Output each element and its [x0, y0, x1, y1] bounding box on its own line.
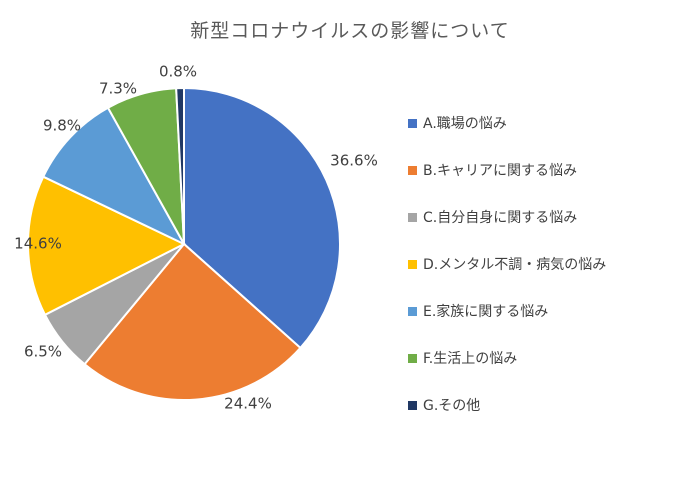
- data-label-b: 24.4%: [224, 395, 272, 413]
- data-label-c: 6.5%: [24, 343, 62, 361]
- pie-slice-a: [183, 86, 342, 350]
- data-label-g: 0.8%: [159, 63, 197, 81]
- legend-item-b: B.キャリアに関する悩み: [408, 157, 698, 183]
- legend-item-e: E.家族に関する悩み: [408, 298, 698, 324]
- legend-label: G.その他: [423, 398, 481, 414]
- chart-title: 新型コロナウイルスの影響について: [190, 20, 510, 42]
- legend-item-a: A.職場の悩み: [408, 110, 698, 136]
- legend-swatch: [408, 118, 417, 128]
- legend-label: F.生活上の悩み: [423, 351, 518, 367]
- pie-slice-d: [27, 175, 187, 317]
- legend-item-d: D.メンタル不調・病気の悩み: [408, 251, 698, 277]
- legend-label: C.自分自身に関する悩み: [423, 210, 578, 226]
- legend: A.職場の悩み B.キャリアに関する悩み C.自分自身に関する悩み D.メンタル不調・…: [408, 110, 698, 439]
- legend-label: B.キャリアに関する悩み: [423, 163, 578, 179]
- legend-item-f: F.生活上の悩み: [408, 345, 698, 371]
- data-label-e: 9.8%: [43, 117, 81, 135]
- legend-item-g: G.その他: [408, 392, 698, 418]
- legend-swatch: [408, 353, 417, 363]
- pie-slice-b: [83, 242, 302, 401]
- data-label-f: 7.3%: [99, 80, 137, 98]
- data-label-a: 36.6%: [330, 152, 378, 170]
- legend-swatch: [408, 165, 417, 175]
- legend-label: E.家族に関する悩み: [423, 304, 549, 320]
- legend-label: D.メンタル不調・病気の悩み: [423, 257, 607, 273]
- data-label-d: 14.6%: [14, 235, 62, 253]
- legend-swatch: [408, 212, 417, 222]
- pie-slice-g: [175, 86, 185, 245]
- legend-swatch: [408, 400, 417, 410]
- legend-swatch: [408, 306, 417, 316]
- pie-slice-e: [41, 106, 187, 247]
- legend-label: A.職場の悩み: [423, 116, 507, 132]
- legend-swatch: [408, 259, 417, 269]
- legend-item-c: C.自分自身に関する悩み: [408, 204, 698, 230]
